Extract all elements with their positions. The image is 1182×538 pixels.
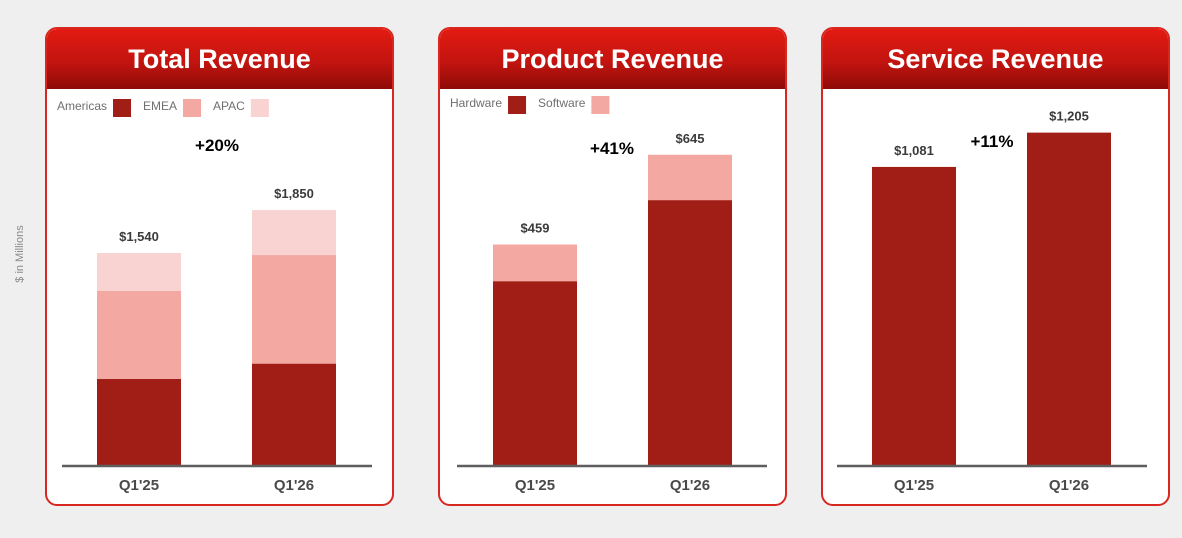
- legend-label: Software: [538, 96, 586, 110]
- y-axis-label: $ in Millions: [14, 225, 26, 283]
- total-label: $1,850: [274, 186, 314, 201]
- panel-title: Product Revenue: [440, 29, 785, 89]
- bar-segment: [872, 166, 956, 466]
- legend-label: Americas: [57, 99, 107, 113]
- bar-segment: [97, 291, 181, 379]
- panel-title: Total Revenue: [47, 29, 392, 89]
- category-label: Q1'26: [670, 477, 710, 494]
- category-label: Q1'26: [1049, 477, 1089, 494]
- change-label: +20%: [195, 136, 239, 155]
- category-label: Q1'25: [515, 477, 555, 494]
- service-revenue-chart: +11% $1,081 Q1'25 $1,205 Q1'26: [837, 109, 1147, 494]
- change-label: +11%: [970, 132, 1013, 151]
- product-revenue-chart: Hardware Software +41% $459 Q1'25 $645 Q1'26: [450, 96, 767, 494]
- total-label: $1,540: [119, 229, 159, 244]
- bar-segment: [1027, 132, 1111, 466]
- total-label: $1,081: [894, 143, 934, 158]
- category-label: Q1'25: [119, 477, 159, 494]
- legend-label: Hardware: [450, 96, 502, 110]
- bar-segment: [252, 255, 336, 364]
- legend-label: APAC: [213, 99, 245, 113]
- legend-swatch: [591, 96, 610, 114]
- legend-swatch: [250, 99, 269, 117]
- bar-segment: [493, 281, 577, 466]
- total-label: $1,205: [1049, 109, 1089, 124]
- bar-segment: [97, 378, 181, 466]
- total-revenue-chart: Americas EMEA APAC +20% $1,540 Q1'25 $1,850 Q1'…: [57, 99, 372, 494]
- category-label: Q1'25: [894, 477, 934, 494]
- legend-swatch: [508, 96, 527, 114]
- legend-swatch: [183, 99, 202, 117]
- bar-segment: [648, 154, 732, 201]
- bar-segment: [648, 200, 732, 466]
- total-revenue-panel: Total Revenue Americas EMEA APAC +20% $1,540…: [45, 27, 394, 506]
- change-label: +41%: [590, 139, 634, 158]
- category-label: Q1'26: [274, 477, 314, 494]
- total-label: $459: [521, 221, 550, 236]
- panel-title: Service Revenue: [823, 29, 1168, 89]
- legend-label: EMEA: [143, 99, 177, 113]
- service-revenue-panel: Service Revenue +11% $1,081 Q1'25 $1,205 Q1'…: [821, 27, 1170, 506]
- bar-segment: [252, 363, 336, 466]
- bar-segment: [252, 210, 336, 256]
- bar-segment: [493, 244, 577, 282]
- total-label: $645: [676, 131, 705, 146]
- legend-swatch: [113, 99, 132, 117]
- bar-segment: [97, 252, 181, 292]
- product-revenue-panel: Product Revenue Hardware Software +41% $459…: [438, 27, 787, 506]
